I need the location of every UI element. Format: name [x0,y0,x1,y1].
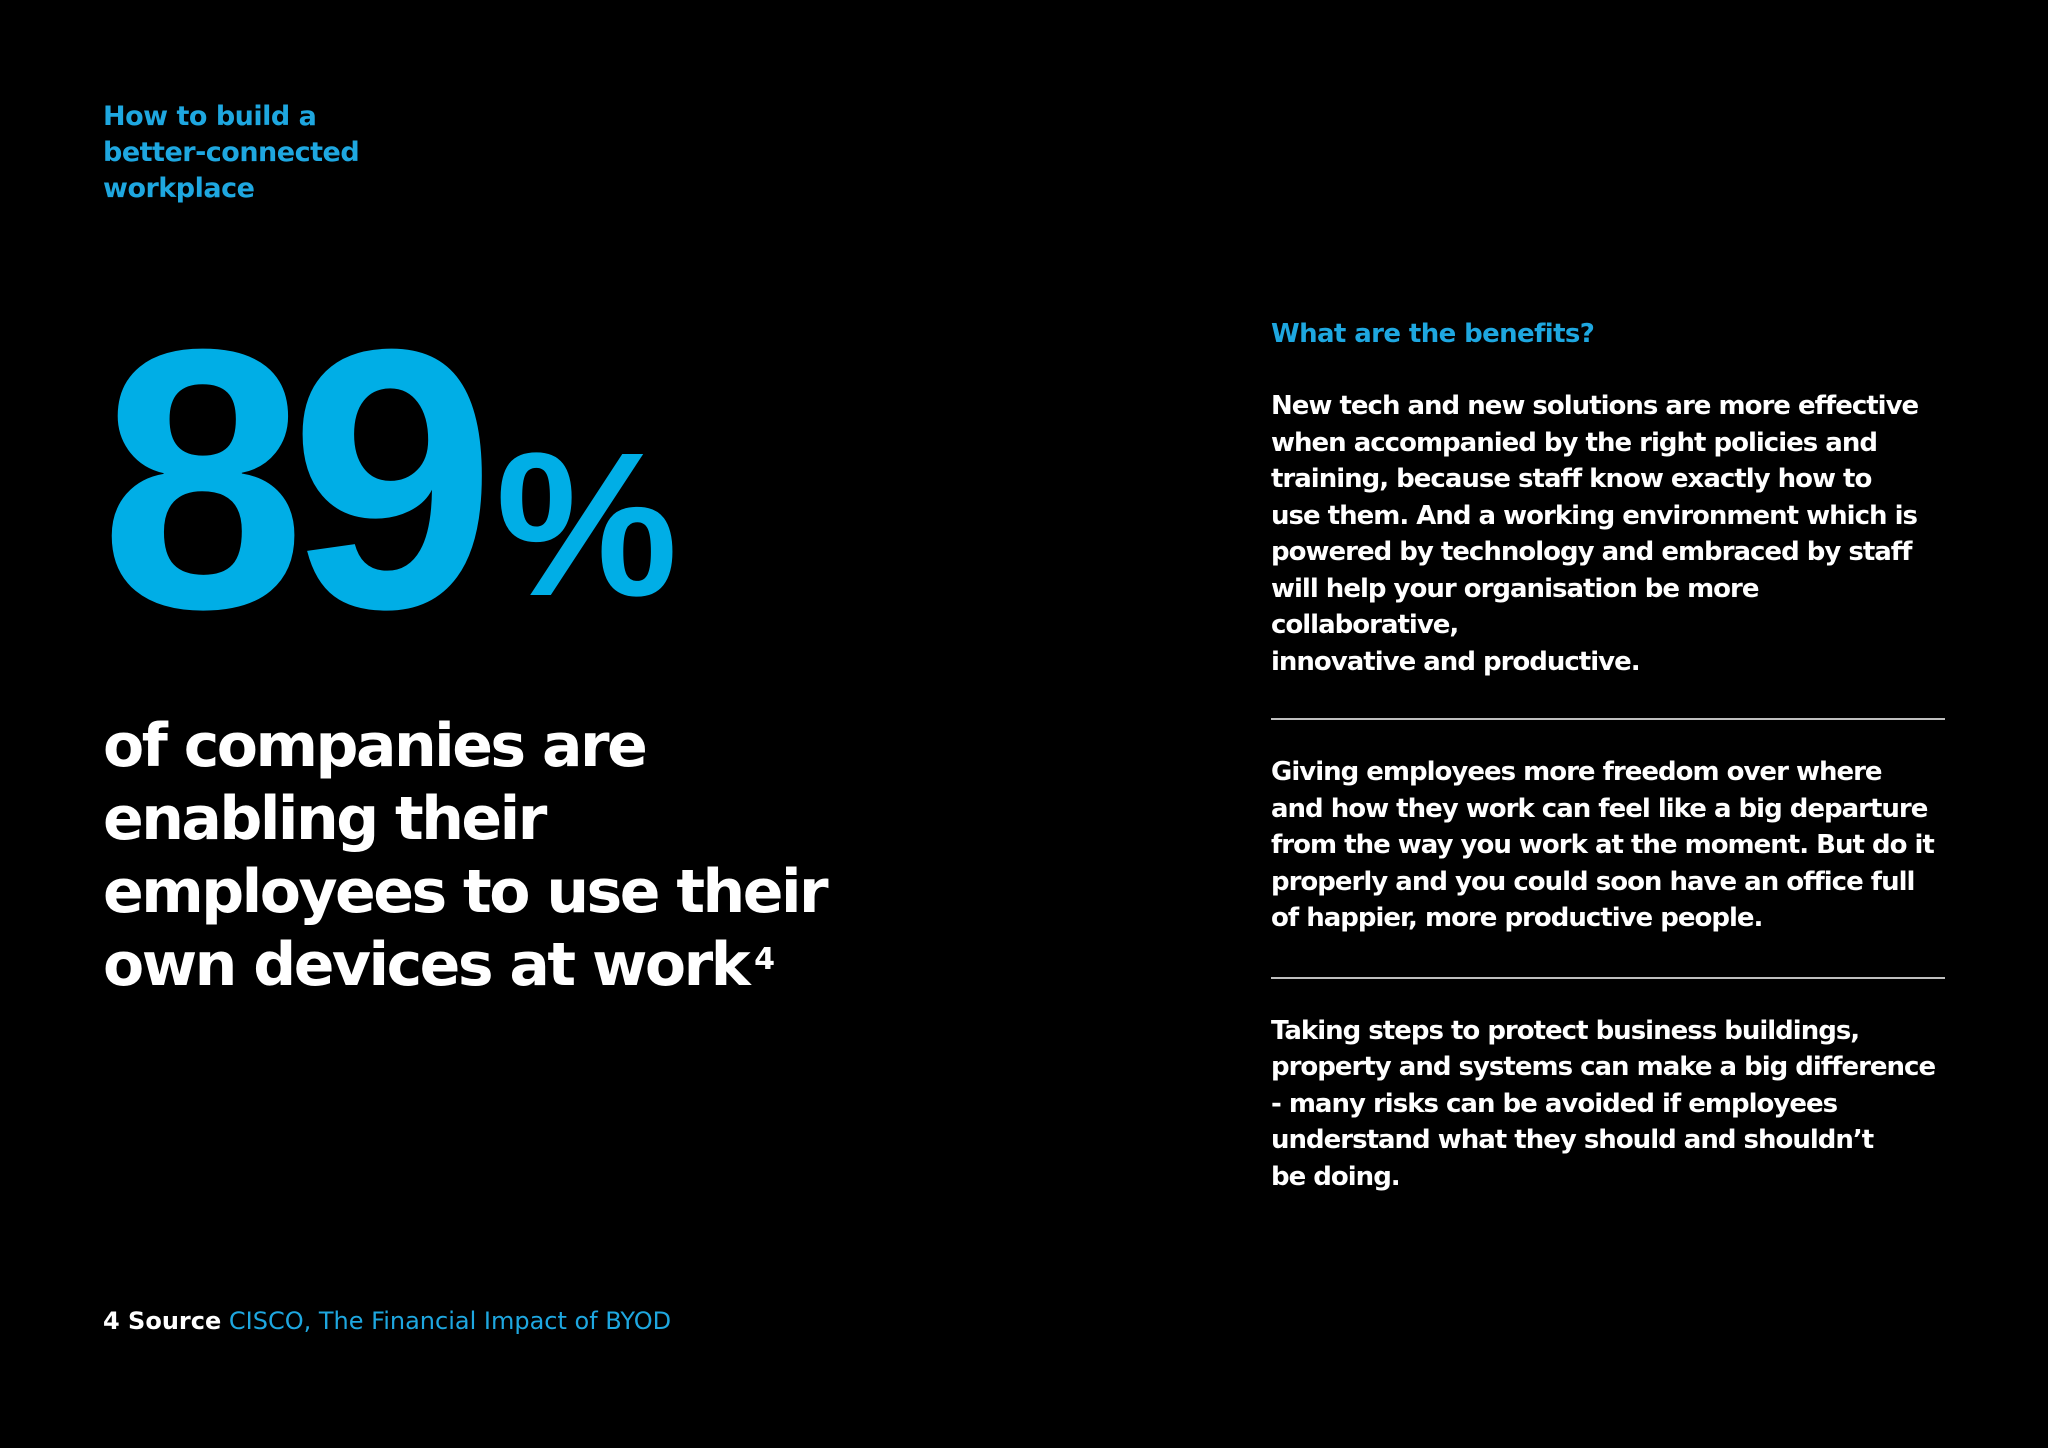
section-kicker: How to build a better-connected workplac… [103,101,360,204]
benefits-paragraph-policies: New tech and new solutions are more effe… [1271,391,1919,677]
benefits-section: What are the benefits? New tech and new … [1271,316,1945,1195]
benefits-heading: What are the benefits? [1271,319,1595,349]
benefits-paragraph-protection: Taking steps to protect business buildin… [1271,1015,1936,1192]
benefits-paragraph-freedom: Giving employees more freedom over where… [1271,757,1935,933]
statistic-percent-sign: % [495,410,678,639]
statistic-caption: of companies are enabling their employee… [103,710,903,1002]
statistic-number: 89 [100,273,496,686]
section-divider [1271,976,1945,979]
footnote-reference: 4 [754,942,776,977]
source-label: 4 Source [103,1307,222,1335]
big-statistic: 89 % [100,273,678,686]
section-divider [1271,718,1945,720]
source-citation: CISCO, The Financial Impact of BYOD [228,1307,672,1335]
statistic-caption-text: of companies are enabling their employee… [103,711,829,1000]
source-footnote: 4 Source CISCO, The Financial Impact of … [103,1306,671,1336]
